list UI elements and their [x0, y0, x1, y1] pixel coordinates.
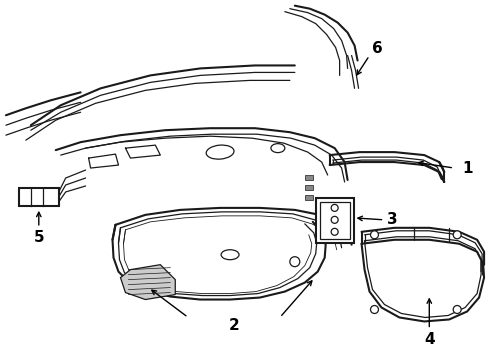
Bar — [316, 198, 354, 243]
Polygon shape — [121, 265, 175, 300]
FancyBboxPatch shape — [19, 188, 59, 206]
Circle shape — [331, 228, 338, 235]
Text: 4: 4 — [424, 332, 435, 347]
Text: 1: 1 — [462, 161, 472, 176]
Circle shape — [370, 306, 378, 314]
Bar — [305, 195, 313, 200]
Bar — [305, 185, 313, 190]
Text: 6: 6 — [372, 41, 383, 56]
Circle shape — [370, 231, 378, 239]
Circle shape — [331, 216, 338, 223]
Bar — [305, 175, 313, 180]
Text: 5: 5 — [33, 230, 44, 245]
Ellipse shape — [206, 145, 234, 159]
Ellipse shape — [271, 144, 285, 153]
Ellipse shape — [221, 250, 239, 260]
Text: 3: 3 — [387, 212, 398, 228]
Circle shape — [453, 231, 461, 239]
Circle shape — [331, 204, 338, 211]
Text: 2: 2 — [229, 318, 240, 333]
Circle shape — [453, 306, 461, 314]
Circle shape — [290, 257, 300, 267]
Bar — [319, 202, 349, 239]
